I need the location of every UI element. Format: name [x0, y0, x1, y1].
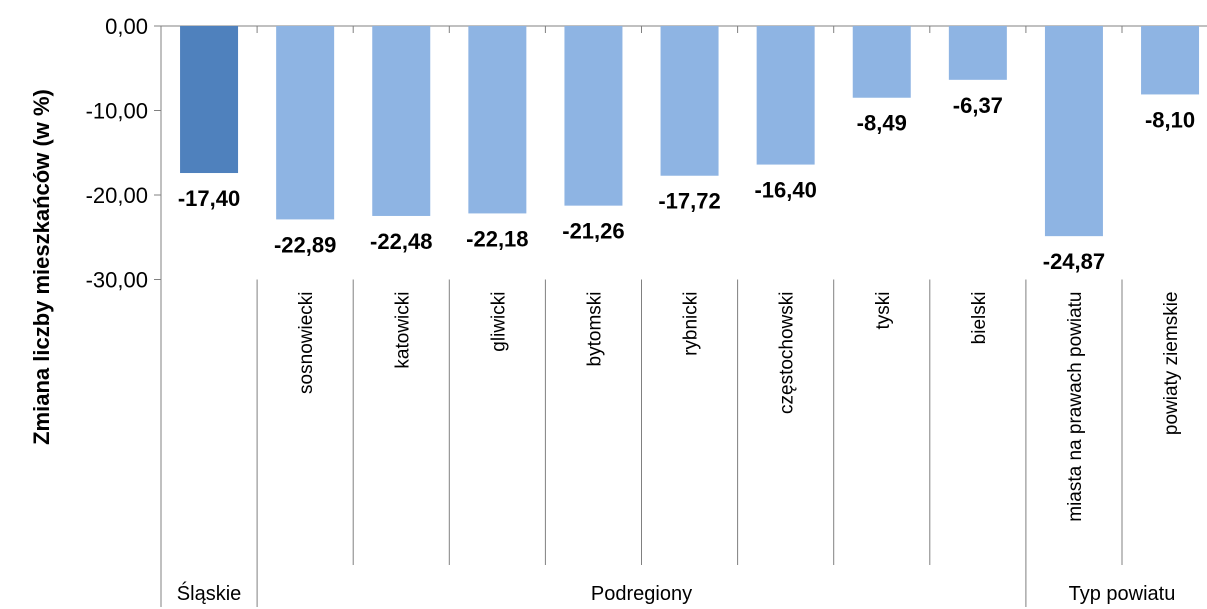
bar — [468, 26, 527, 214]
y-tick-label: -30,00 — [86, 268, 148, 293]
group-label: Śląskie — [177, 581, 241, 605]
bar — [372, 26, 431, 216]
bar — [852, 26, 911, 98]
category-label: miasta na prawach powiatu — [1065, 292, 1086, 522]
data-label: -24,87 — [1043, 249, 1105, 274]
y-axis: 0,00 -10,00 -20,00 -30,00 — [86, 14, 1207, 607]
data-label: -22,18 — [466, 226, 528, 251]
y-tick-label: 0,00 — [105, 14, 148, 39]
data-label: -17,72 — [658, 189, 720, 214]
bars — [180, 26, 1200, 237]
bar — [180, 26, 239, 174]
data-labels: -17,40 -22,89 -22,48 -22,18 -21,26 -17,72 -16,… — [178, 93, 1195, 274]
bar — [756, 26, 815, 165]
category-label: bytomski — [584, 292, 605, 367]
bar — [1141, 26, 1200, 95]
data-label: -8,10 — [1145, 107, 1195, 132]
data-label: -6,37 — [953, 93, 1003, 118]
category-label: katowicki — [392, 292, 413, 369]
category-label: częstochowski — [777, 292, 798, 415]
category-label: tyski — [873, 292, 894, 330]
data-label: -21,26 — [562, 219, 624, 244]
data-label: -17,40 — [178, 186, 240, 211]
bar — [564, 26, 623, 206]
bar — [660, 26, 719, 176]
group-labels: Śląskie Podregiony Typ powiatu — [177, 581, 1176, 605]
data-label: -22,48 — [370, 229, 432, 254]
category-label: bielski — [969, 292, 990, 345]
data-label: -16,40 — [754, 178, 816, 203]
category-label: rybnicki — [681, 292, 702, 356]
category-label: powiaty ziemskie — [1161, 292, 1182, 436]
y-tick-label: -10,00 — [86, 99, 148, 124]
bar — [276, 26, 335, 220]
data-label: -8,49 — [857, 111, 907, 136]
bar — [1044, 26, 1103, 237]
y-tick-label: -20,00 — [86, 183, 148, 208]
data-label: -22,89 — [274, 232, 336, 257]
category-label: gliwicki — [488, 292, 509, 352]
y-axis-label: Zmiana liczby mieszkańców (w %) — [29, 89, 54, 445]
category-label: sosnowiecki — [296, 292, 317, 394]
category-labels: sosnowiecki katowicki gliwicki bytomski rybn… — [296, 292, 1182, 522]
bar — [948, 26, 1007, 80]
group-label: Typ powiatu — [1069, 583, 1176, 605]
group-label: Podregiony — [591, 583, 692, 605]
